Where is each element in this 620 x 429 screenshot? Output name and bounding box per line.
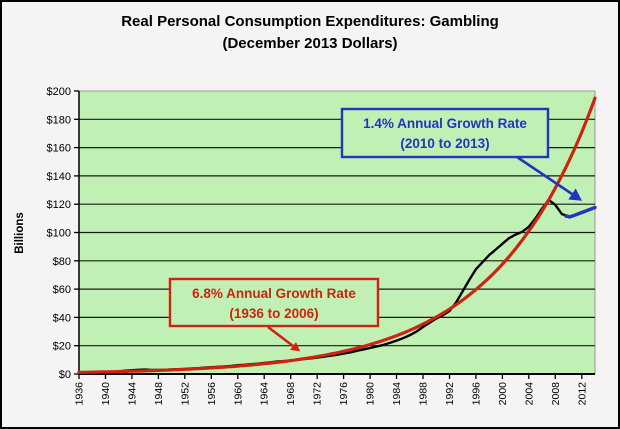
red-growth-callout-box <box>168 277 380 328</box>
y-tick-label: $140 <box>47 171 71 183</box>
red-growth-callout-arrowhead <box>290 342 301 352</box>
y-tick-label: $100 <box>47 228 71 240</box>
x-tick-label: 1964 <box>259 382 271 406</box>
x-tick-label: 1980 <box>365 382 377 406</box>
growth-trend-line-blue <box>564 205 597 219</box>
blue-growth-callout-box <box>340 107 550 159</box>
axes: $0 $20 $40 $60 $80 $100 $120 $140 $160 $180 $200 19… <box>47 86 595 405</box>
y-tick-label: $180 <box>47 114 71 126</box>
blue-growth-callout: 1.4% Annual Growth Rate (2010 to 2013) <box>340 107 582 201</box>
x-tick-label: 1992 <box>444 382 456 406</box>
x-tick-label: 1960 <box>232 382 244 406</box>
x-tick-label: 1940 <box>100 382 112 406</box>
y-tick-label: $20 <box>53 341 71 353</box>
blue-growth-callout-text-line2: (2010 to 2013) <box>400 136 489 151</box>
x-tick-label: 1948 <box>153 382 165 406</box>
x-tick-label: 1956 <box>206 382 218 406</box>
x-tick-label: 1988 <box>418 382 430 406</box>
y-tick-label: $160 <box>47 143 71 155</box>
red-growth-callout-text-line2: (1936 to 2006) <box>229 306 318 321</box>
blue-growth-callout-arrowhead <box>568 188 582 201</box>
y-axis-title: Billions <box>14 212 26 254</box>
x-tick-label: 1936 <box>74 382 86 406</box>
blue-growth-callout-arrow <box>516 155 573 196</box>
y-tick-label: $80 <box>53 256 71 268</box>
y-tick-label: $0 <box>59 369 71 381</box>
x-tick-label: 2008 <box>550 382 562 406</box>
x-tick-label: 1968 <box>285 382 297 406</box>
red-growth-callout-text-line1: 6.8% Annual Growth Rate <box>192 286 356 301</box>
chart-title: Real Personal Consumption Expenditures: … <box>0 11 620 55</box>
blue-growth-callout-text-line1: 1.4% Annual Growth Rate <box>363 116 527 131</box>
red-growth-callout-arrow <box>267 325 294 348</box>
x-tick-label: 1996 <box>470 382 482 406</box>
x-tick-label: 1972 <box>312 382 324 406</box>
x-tick-label: 1944 <box>126 382 138 406</box>
y-tick-label: $120 <box>47 199 71 211</box>
x-tick-label: 2000 <box>497 382 509 406</box>
y-tick-label: $60 <box>53 284 71 296</box>
y-tick-label: $40 <box>53 312 71 324</box>
x-tick-label: 1976 <box>338 382 350 406</box>
chart-title-line1: Real Personal Consumption Expenditures: … <box>121 13 499 30</box>
x-tick-label: 2004 <box>523 382 535 406</box>
y-tick-label: $200 <box>47 86 71 98</box>
chart-title-line2: (December 2013 Dollars) <box>222 35 398 52</box>
x-tick-label: 1984 <box>391 382 403 406</box>
x-tick-label: 2012 <box>576 382 588 406</box>
series-lines <box>77 96 597 374</box>
red-growth-callout: 6.8% Annual Growth Rate (1936 to 2006) <box>168 277 380 352</box>
x-tick-label: 1952 <box>179 382 191 406</box>
growth-trend-line-red <box>77 96 597 374</box>
